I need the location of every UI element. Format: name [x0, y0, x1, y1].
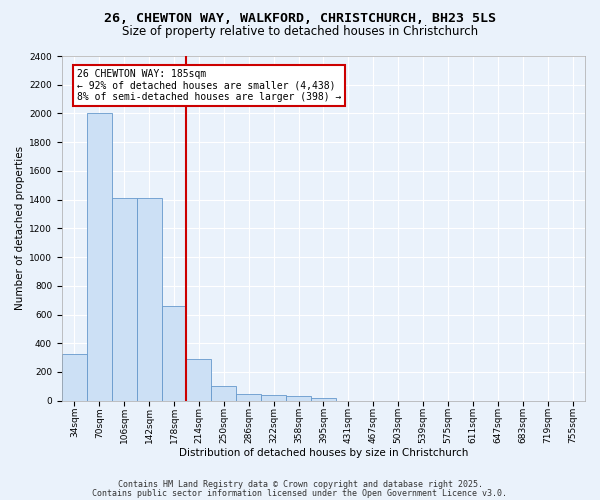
Bar — [62, 354, 87, 401]
Bar — [137, 198, 161, 400]
Bar — [236, 394, 261, 400]
Bar — [112, 198, 137, 400]
Text: Size of property relative to detached houses in Christchurch: Size of property relative to detached ho… — [122, 25, 478, 38]
Bar — [311, 398, 336, 400]
Bar — [87, 114, 112, 401]
Y-axis label: Number of detached properties: Number of detached properties — [15, 146, 25, 310]
Bar — [187, 359, 211, 401]
Text: 26, CHEWTON WAY, WALKFORD, CHRISTCHURCH, BH23 5LS: 26, CHEWTON WAY, WALKFORD, CHRISTCHURCH,… — [104, 12, 496, 26]
Bar — [161, 306, 187, 400]
X-axis label: Distribution of detached houses by size in Christchurch: Distribution of detached houses by size … — [179, 448, 468, 458]
Text: 26 CHEWTON WAY: 185sqm
← 92% of detached houses are smaller (4,438)
8% of semi-d: 26 CHEWTON WAY: 185sqm ← 92% of detached… — [77, 69, 341, 102]
Bar — [286, 396, 311, 400]
Bar — [211, 386, 236, 400]
Bar — [261, 396, 286, 400]
Text: Contains HM Land Registry data © Crown copyright and database right 2025.: Contains HM Land Registry data © Crown c… — [118, 480, 482, 489]
Text: Contains public sector information licensed under the Open Government Licence v3: Contains public sector information licen… — [92, 488, 508, 498]
